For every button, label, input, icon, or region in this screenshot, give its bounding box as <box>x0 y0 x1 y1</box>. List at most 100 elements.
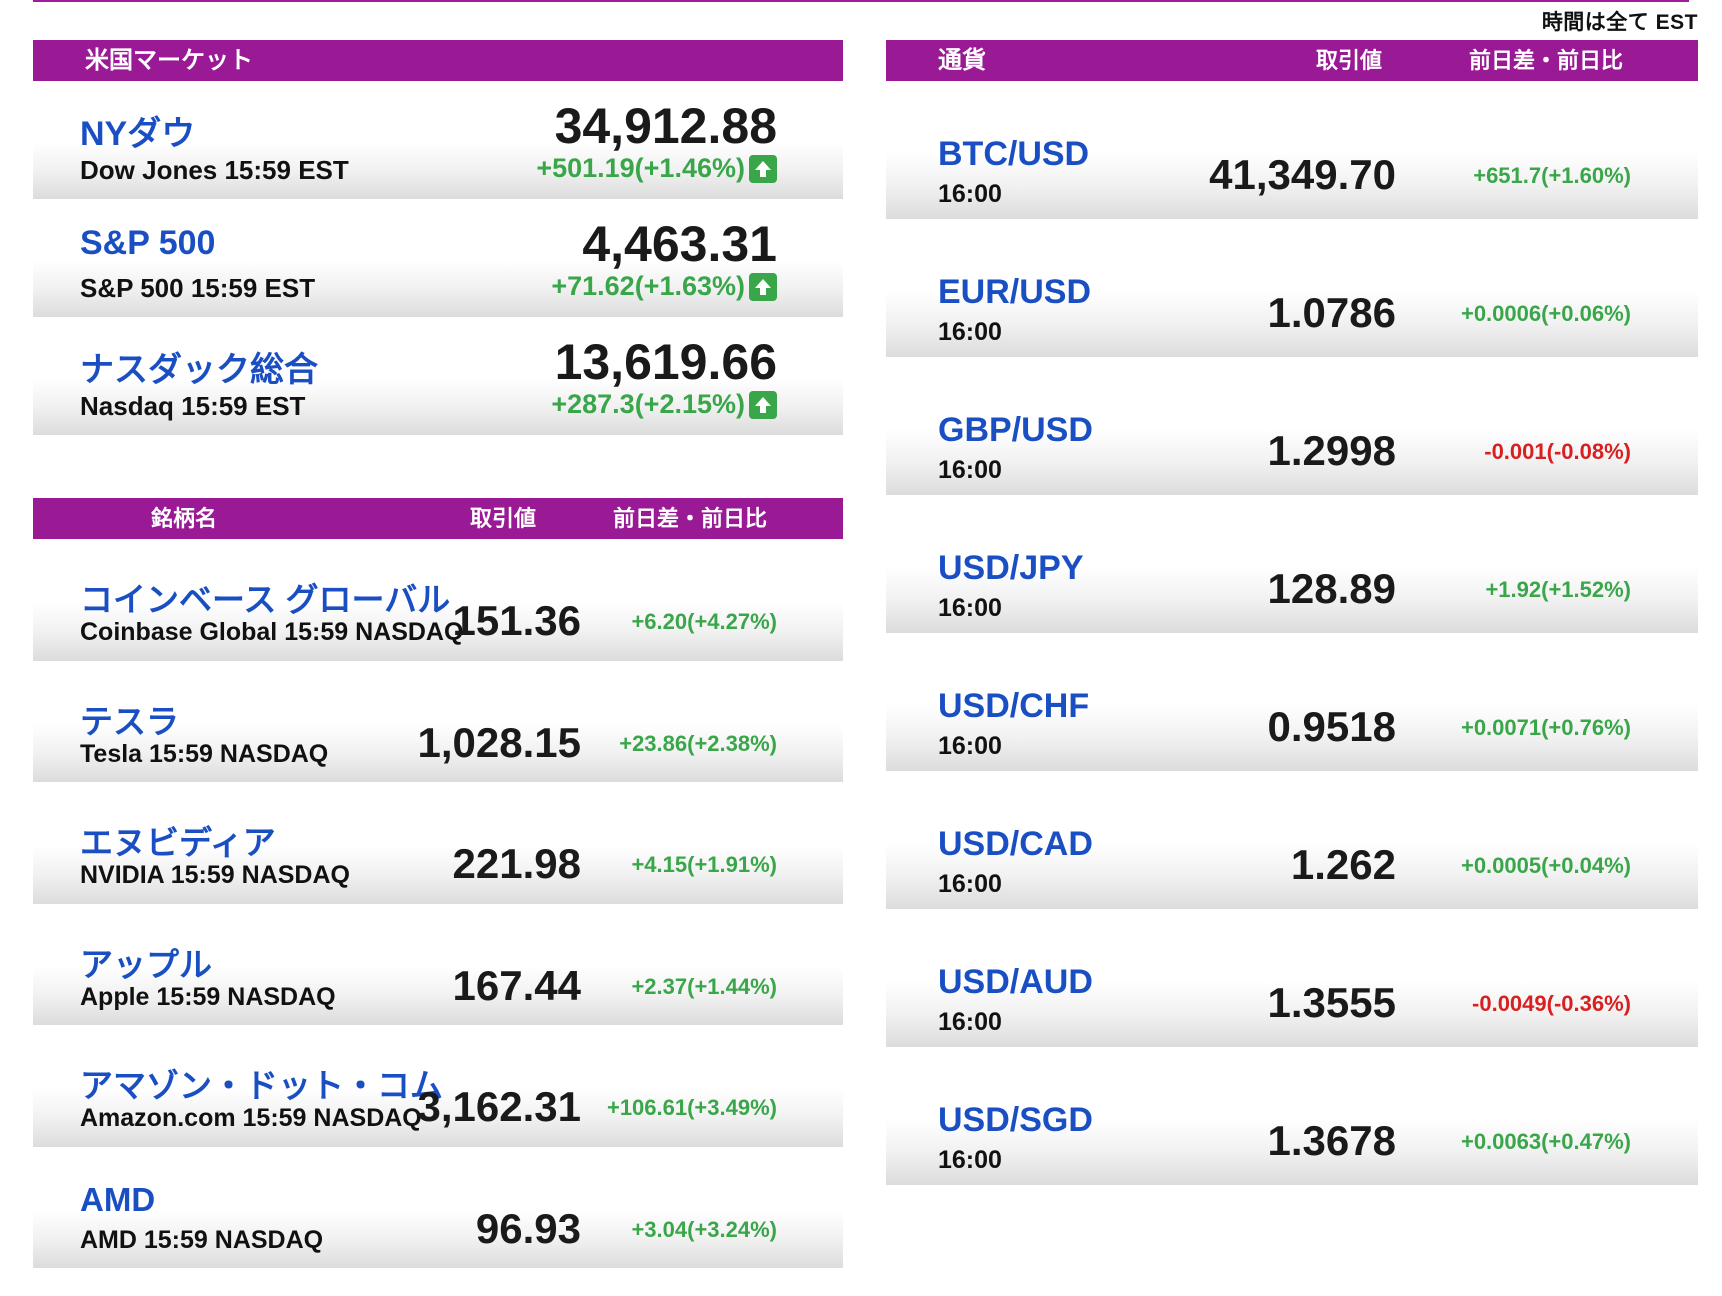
fx-pair[interactable]: BTC/USD <box>938 135 1090 173</box>
stock-change: +23.86(+2.38%) <box>619 731 777 756</box>
fx-pair[interactable]: GBP/USD <box>938 411 1093 449</box>
stock-price: 3,162.31 <box>417 1083 582 1130</box>
fx-pair[interactable]: USD/CAD <box>938 825 1093 863</box>
arrow-up-icon <box>749 390 777 419</box>
fx-change: +651.7(+1.60%) <box>1473 163 1631 188</box>
arrow-up-icon <box>749 154 777 183</box>
fx-price: 128.89 <box>1267 565 1396 612</box>
index-name-jp[interactable]: S&P 500 <box>80 224 216 262</box>
stock-name-jp[interactable]: エヌビディア <box>80 824 276 861</box>
stock-price: 1,028.15 <box>417 719 582 766</box>
stock-name-en: Tesla 15:59 NASDAQ <box>80 740 329 768</box>
stock-name-jp[interactable]: テスラ <box>80 703 179 740</box>
fx-pair[interactable]: USD/SGD <box>938 1101 1093 1139</box>
index-name-jp[interactable]: ナスダック総合 <box>80 351 318 389</box>
currency-header-change: 前日差・前日比 <box>1469 48 1624 73</box>
index-row-nasdaq[interactable]: ナスダック総合 Nasdaq 15:59 EST 13,619.66 +287.… <box>33 317 843 435</box>
fx-pair[interactable]: USD/JPY <box>938 549 1084 587</box>
index-name-en: S&P 500 15:59 EST <box>80 273 316 303</box>
fx-price: 1.2998 <box>1267 427 1396 474</box>
stocks-header-name: 銘柄名 <box>151 506 218 531</box>
index-change: +501.19(+1.46%) <box>536 153 777 184</box>
stock-price: 167.44 <box>452 962 581 1009</box>
stocks-header: 銘柄名 取引値 前日差・前日比 <box>33 498 843 539</box>
index-name-en: Nasdaq 15:59 EST <box>80 391 306 421</box>
fx-time: 16:00 <box>938 318 1002 346</box>
index-change: +71.62(+1.63%) <box>551 271 777 302</box>
fx-pair[interactable]: USD/AUD <box>938 963 1093 1001</box>
fx-row-usd-aud[interactable]: USD/AUD 16:00 1.3555 -0.0049(-0.36%) <box>886 909 1698 1047</box>
stocks-header-price: 取引値 <box>470 506 537 531</box>
fx-time: 16:00 <box>938 732 1002 760</box>
stock-name-en: NVIDIA 15:59 NASDAQ <box>80 861 350 889</box>
top-divider <box>33 0 1689 2</box>
us-market-header: 米国マーケット <box>33 40 843 81</box>
index-price: 13,619.66 <box>554 334 777 390</box>
stock-row-apple[interactable]: アップル Apple 15:59 NASDAQ 167.44 +2.37(+1.… <box>33 904 843 1025</box>
stock-row-nvidia[interactable]: エヌビディア NVIDIA 15:59 NASDAQ 221.98 +4.15(… <box>33 782 843 904</box>
stock-name-en: Apple 15:59 NASDAQ <box>80 983 336 1011</box>
stock-name-jp[interactable]: アップル <box>80 946 212 983</box>
fx-row-usd-jpy[interactable]: USD/JPY 16:00 128.89 +1.92(+1.52%) <box>886 495 1698 633</box>
fx-change: +0.0063(+0.47%) <box>1460 1129 1631 1154</box>
currency-header: 通貨 取引値 前日差・前日比 <box>886 40 1698 81</box>
stock-price: 151.36 <box>452 597 581 644</box>
fx-pair[interactable]: USD/CHF <box>938 687 1090 725</box>
stock-price: 96.93 <box>475 1205 581 1252</box>
index-row-dow[interactable]: NYダウ Dow Jones 15:59 EST 34,912.88 +501.… <box>33 81 843 199</box>
currency-header-name: 通貨 <box>938 47 986 74</box>
fx-row-btc-usd[interactable]: BTC/USD 16:00 41,349.70 +651.7(+1.60%) <box>886 81 1698 219</box>
index-change-text: +287.3(+2.15%) <box>551 389 745 419</box>
fx-price: 1.3555 <box>1267 979 1396 1026</box>
stock-row-amazon[interactable]: アマゾン・ドット・コム Amazon.com 15:59 NASDAQ 3,16… <box>33 1025 843 1147</box>
index-change-text: +71.62(+1.63%) <box>551 271 745 301</box>
index-name-jp[interactable]: NYダウ <box>80 115 196 153</box>
fx-price: 1.262 <box>1290 841 1396 888</box>
fx-row-usd-chf[interactable]: USD/CHF 16:00 0.9518 +0.0071(+0.76%) <box>886 633 1698 771</box>
fx-time: 16:00 <box>938 870 1002 898</box>
stock-change: +2.37(+1.44%) <box>631 974 777 999</box>
fx-change: -0.0049(-0.36%) <box>1472 991 1631 1016</box>
index-name-en: Dow Jones 15:59 EST <box>80 155 349 185</box>
stock-name-jp[interactable]: コインベース グローバル <box>80 581 451 618</box>
arrow-up-icon <box>749 272 777 301</box>
fx-time: 16:00 <box>938 1146 1002 1174</box>
index-price: 34,912.88 <box>554 98 777 154</box>
stocks-header-change: 前日差・前日比 <box>613 506 768 531</box>
fx-change: +1.92(+1.52%) <box>1485 577 1631 602</box>
stock-name-en: AMD 15:59 NASDAQ <box>80 1226 324 1254</box>
fx-row-usd-sgd[interactable]: USD/SGD 16:00 1.3678 +0.0063(+0.47%) <box>886 1047 1698 1185</box>
stock-name-en: Coinbase Global 15:59 NASDAQ <box>80 618 464 646</box>
index-change: +287.3(+2.15%) <box>551 389 777 420</box>
stock-change: +6.20(+4.27%) <box>631 609 777 634</box>
stock-name-en: Amazon.com 15:59 NASDAQ <box>80 1104 422 1132</box>
fx-change: +0.0006(+0.06%) <box>1460 301 1631 326</box>
fx-price: 1.3678 <box>1267 1117 1396 1164</box>
fx-row-usd-cad[interactable]: USD/CAD 16:00 1.262 +0.0005(+0.04%) <box>886 771 1698 909</box>
stock-name-jp[interactable]: AMD <box>80 1181 156 1218</box>
fx-row-eur-usd[interactable]: EUR/USD 16:00 1.0786 +0.0006(+0.06%) <box>886 219 1698 357</box>
currency-header-price: 取引値 <box>1316 48 1383 73</box>
index-change-text: +501.19(+1.46%) <box>536 153 745 183</box>
stock-change: +106.61(+3.49%) <box>606 1095 777 1120</box>
fx-row-gbp-usd[interactable]: GBP/USD 16:00 1.2998 -0.001(-0.08%) <box>886 357 1698 495</box>
fx-change: +0.0071(+0.76%) <box>1460 715 1631 740</box>
index-row-sp500[interactable]: S&P 500 S&P 500 15:59 EST 4,463.31 +71.6… <box>33 199 843 317</box>
fx-time: 16:00 <box>938 456 1002 484</box>
us-market-title: 米国マーケット <box>85 47 253 74</box>
timezone-note: 時間は全て EST <box>1541 11 1698 34</box>
fx-pair[interactable]: EUR/USD <box>938 273 1092 311</box>
fx-change: +0.0005(+0.04%) <box>1460 853 1631 878</box>
fx-price: 0.9518 <box>1267 703 1396 750</box>
fx-price: 1.0786 <box>1267 289 1396 336</box>
stock-row-tesla[interactable]: テスラ Tesla 15:59 NASDAQ 1,028.15 +23.86(+… <box>33 661 843 782</box>
fx-time: 16:00 <box>938 1008 1002 1036</box>
stock-change: +3.04(+3.24%) <box>631 1217 777 1242</box>
stock-name-jp[interactable]: アマゾン・ドット・コム <box>80 1067 443 1104</box>
stock-row-coinbase[interactable]: コインベース グローバル Coinbase Global 15:59 NASDA… <box>33 539 843 661</box>
stock-change: +4.15(+1.91%) <box>631 852 777 877</box>
index-price: 4,463.31 <box>582 216 777 272</box>
stock-row-amd[interactable]: AMD AMD 15:59 NASDAQ 96.93 +3.04(+3.24%) <box>33 1147 843 1268</box>
fx-time: 16:00 <box>938 180 1002 208</box>
stock-price: 221.98 <box>452 840 581 887</box>
